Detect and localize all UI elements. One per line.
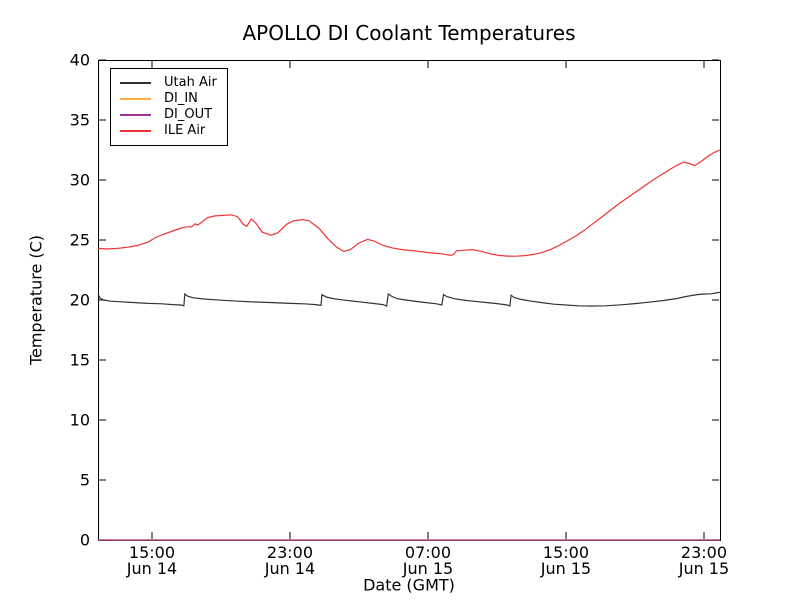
legend-label: Utah Air	[164, 75, 217, 90]
svg-text:23:00: 23:00	[267, 543, 313, 562]
legend-line-utah-air	[120, 82, 151, 84]
legend-label: DI_OUT	[164, 107, 213, 122]
legend-item-di-in: DI_IN	[120, 91, 217, 107]
legend-item-ile-air: ILE Air	[120, 123, 217, 139]
svg-text:10: 10	[70, 411, 90, 430]
svg-text:Jun 15: Jun 15	[540, 559, 591, 578]
chart-title: APOLLO DI Coolant Temperatures	[242, 21, 576, 45]
svg-text:20: 20	[70, 291, 90, 310]
legend-label: ILE Air	[164, 123, 206, 138]
svg-text:15:00: 15:00	[543, 543, 589, 562]
svg-text:Jun 14: Jun 14	[126, 559, 177, 578]
svg-text:5: 5	[80, 471, 90, 490]
y-axis-label: Temperature (C)	[26, 234, 46, 366]
svg-text:15: 15	[70, 351, 90, 370]
legend-line-ile-air	[120, 130, 151, 132]
legend: Utah Air DI_IN DI_OUT ILE Air	[110, 68, 228, 146]
svg-text:0: 0	[80, 531, 90, 550]
svg-text:07:00: 07:00	[405, 543, 451, 562]
legend-item-di-out: DI_OUT	[120, 107, 217, 123]
svg-text:15:00: 15:00	[129, 543, 175, 562]
legend-item-utah-air: Utah Air	[120, 75, 217, 91]
legend-line-di-in	[120, 98, 151, 100]
svg-text:25: 25	[70, 231, 90, 250]
svg-text:Jun 15: Jun 15	[402, 559, 453, 578]
svg-text:40: 40	[70, 51, 90, 70]
svg-text:23:00: 23:00	[681, 543, 727, 562]
legend-line-di-out	[120, 114, 151, 116]
x-axis-label: Date (GMT)	[363, 575, 455, 595]
svg-text:Jun 14: Jun 14	[264, 559, 315, 578]
svg-text:30: 30	[70, 171, 90, 190]
svg-text:35: 35	[70, 111, 90, 130]
svg-text:Jun 15: Jun 15	[678, 559, 729, 578]
legend-label: DI_IN	[164, 91, 198, 106]
